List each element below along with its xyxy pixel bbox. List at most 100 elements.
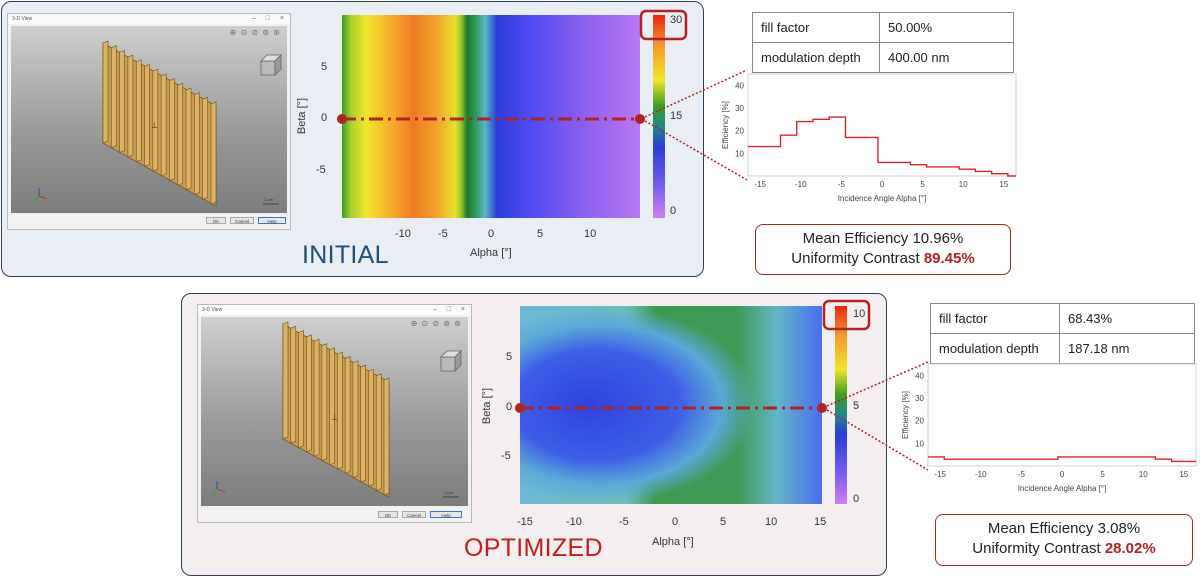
ok-button[interactable]: OK xyxy=(378,511,398,518)
window-title: 3-D View xyxy=(202,307,223,313)
close-icon[interactable]: × xyxy=(460,306,465,313)
y-tick-label: 30 xyxy=(735,104,744,113)
axis-triad-icon xyxy=(210,481,226,496)
uniformity-value: 89.45% xyxy=(923,250,975,267)
y-tick-label: 40 xyxy=(735,81,744,90)
grating-ridge xyxy=(194,92,200,196)
colorbar-tick: 0 xyxy=(670,205,677,217)
uniformity-label: Uniformity Contrast xyxy=(791,250,920,267)
colorbar-tick: 15 xyxy=(670,110,683,122)
optimized-result-box: Mean Efficiency 3.08% Uniformity Contras… xyxy=(935,514,1193,566)
optimized-label: OPTIMIZED xyxy=(464,534,603,562)
param-name: modulation depth xyxy=(752,42,880,73)
grating-ridge xyxy=(375,373,382,492)
mean-efficiency-value: 10.96% xyxy=(912,230,964,247)
initial-3d-view-window: 3-D View – □ × ⊥ 1 µm xyxy=(7,13,291,230)
minimize-icon[interactable]: – xyxy=(433,306,437,313)
x-tick-label: 15 xyxy=(999,180,1008,189)
grating-ridge xyxy=(344,356,351,474)
y-axis-label: Efficiency [%] xyxy=(721,101,730,149)
colorbar-tick: 10 xyxy=(853,308,866,320)
grating-ridge xyxy=(321,343,328,461)
table-row: fill factor 50.00% xyxy=(752,12,1014,43)
cutline-start-marker xyxy=(515,403,525,413)
initial-label: INITIAL xyxy=(302,241,389,269)
grating-ridge xyxy=(313,338,320,457)
navigation-cube-icon[interactable] xyxy=(440,350,462,372)
x-tick: 10 xyxy=(584,228,597,240)
scale-bar: 1 µm xyxy=(263,197,279,205)
y-tick-label: 20 xyxy=(735,127,744,136)
maximize-icon[interactable]: □ xyxy=(265,15,270,22)
y-tick: 5 xyxy=(506,351,513,363)
cancel-button[interactable]: Cancel xyxy=(402,511,426,518)
initial-result-box: Mean Efficiency 10.96% Uniformity Contra… xyxy=(755,224,1011,275)
param-name: modulation depth xyxy=(930,333,1060,364)
3d-viewport[interactable]: ⊥ 1 µm ⊕ ⊙ ⊘ ⊚ ⊛ xyxy=(11,26,287,213)
minimize-icon[interactable]: – xyxy=(252,15,256,22)
view-toolbar[interactable]: ⊕ ⊙ ⊘ ⊚ ⊛ xyxy=(410,319,462,328)
grating-ridge xyxy=(360,364,366,483)
x-tick-label: -15 xyxy=(754,180,766,189)
x-axis-label: Incidence Angle Alpha [°] xyxy=(1018,484,1107,493)
grating-ridge xyxy=(160,73,167,177)
help-button[interactable]: Help xyxy=(258,217,286,224)
origin-marker: ⊥ xyxy=(151,121,158,130)
x-tick-label: 0 xyxy=(1060,470,1065,479)
optimized-heatmap xyxy=(515,299,871,504)
optimized-parameter-table: fill factor 68.43% modulation depth 187.… xyxy=(930,303,1195,364)
close-icon[interactable]: × xyxy=(279,15,284,22)
x-tick: -15 xyxy=(517,516,533,528)
x-tick-label: 10 xyxy=(1139,470,1148,479)
navigation-cube-icon[interactable] xyxy=(260,54,282,76)
maximize-icon[interactable]: □ xyxy=(446,306,451,313)
cutline-end-marker xyxy=(817,403,827,413)
x-tick-label: 10 xyxy=(959,180,968,189)
3d-viewport[interactable]: ⊥ 1 µm ⊕ ⊙ ⊘ ⊚ ⊛ xyxy=(201,317,468,506)
grating-ridge xyxy=(127,54,134,158)
y-tick-label: 10 xyxy=(915,439,924,448)
view-toolbar[interactable]: ⊕ ⊙ ⊘ ⊚ ⊛ xyxy=(229,28,281,37)
y-tick: 5 xyxy=(321,61,328,73)
grating-ridge xyxy=(383,377,390,496)
cutline-start-marker xyxy=(337,114,347,124)
x-axis-label: Alpha [°] xyxy=(652,536,694,548)
x-tick: 5 xyxy=(720,516,727,528)
x-tick-label: 15 xyxy=(1179,470,1188,479)
grating-ridge xyxy=(329,347,335,466)
mean-efficiency-label: Mean Efficiency xyxy=(802,230,909,247)
param-name: fill factor xyxy=(752,12,880,43)
grating-model xyxy=(102,40,217,207)
colorbar-max-highlight xyxy=(639,9,688,41)
param-value: 187.18 nm xyxy=(1059,333,1195,364)
mean-efficiency-label: Mean Efficiency xyxy=(987,520,1094,537)
y-tick: 0 xyxy=(321,112,328,124)
x-tick: 0 xyxy=(672,516,679,528)
y-tick: -5 xyxy=(501,450,511,462)
colorbar-max-highlight xyxy=(822,299,871,331)
grating-model xyxy=(282,321,390,498)
x-tick: -10 xyxy=(395,228,411,240)
y-tick: 0 xyxy=(506,401,513,413)
window-title: 3-D View xyxy=(12,16,33,22)
grating-ridge xyxy=(306,334,312,453)
grating-ridge xyxy=(152,68,159,172)
x-tick-label: -10 xyxy=(795,180,807,189)
scale-bar: 1 µm xyxy=(443,490,459,498)
grating-ridge xyxy=(368,368,374,487)
grating-ridge xyxy=(102,40,109,144)
x-axis-label: Alpha [°] xyxy=(470,247,512,259)
cancel-button[interactable]: Cancel xyxy=(230,217,254,224)
x-tick-label: 5 xyxy=(1100,470,1105,479)
x-tick-label: -10 xyxy=(975,470,987,479)
x-tick-label: -15 xyxy=(934,470,946,479)
x-tick: -10 xyxy=(566,516,582,528)
x-tick: -5 xyxy=(438,228,448,240)
heatmap-minimum-region xyxy=(520,306,822,504)
grating-ridge xyxy=(185,87,192,191)
help-button[interactable]: Help xyxy=(430,511,462,518)
window-titlebar: 3-D View – □ × xyxy=(8,14,290,24)
grating-ridge xyxy=(119,49,125,153)
ok-button[interactable]: OK xyxy=(206,217,226,224)
param-value: 50.00% xyxy=(879,12,1014,43)
